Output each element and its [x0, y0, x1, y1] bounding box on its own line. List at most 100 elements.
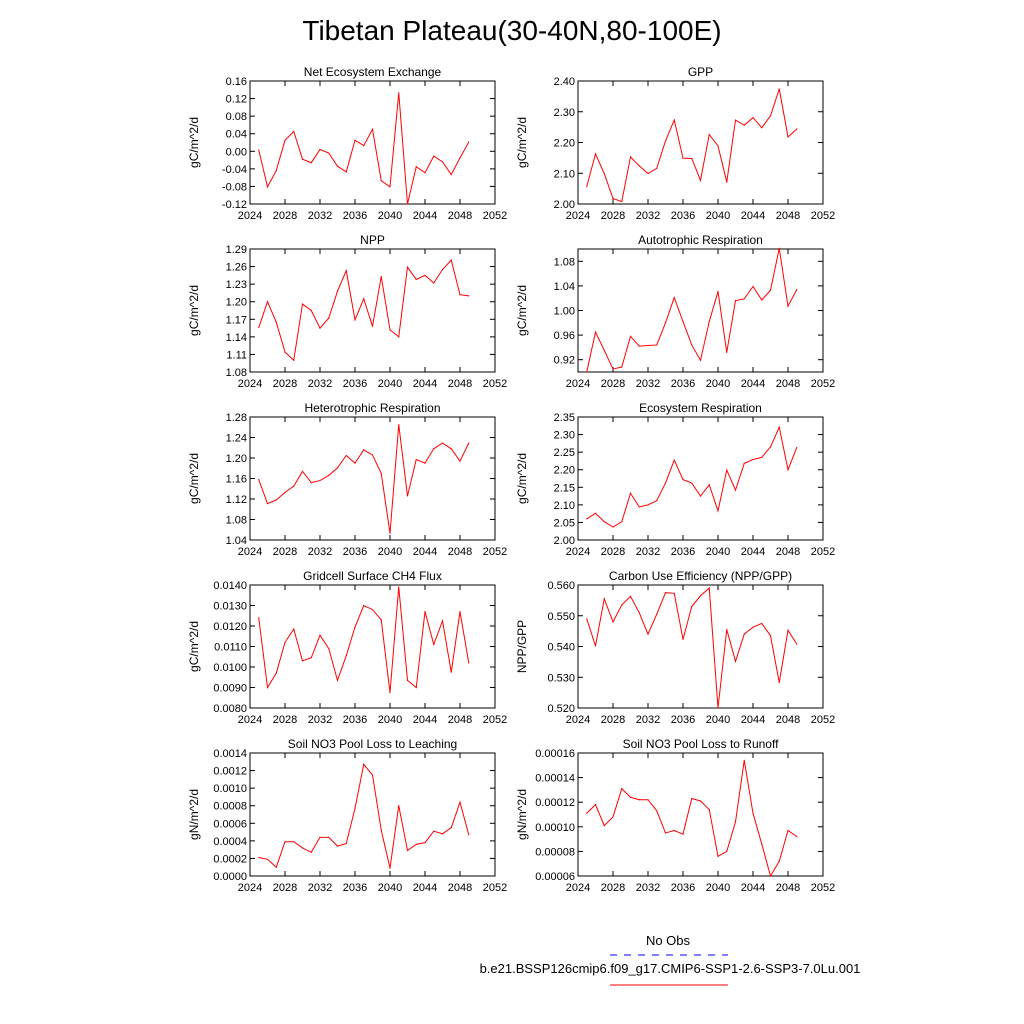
data-point: [398, 424, 400, 426]
data-point: [380, 472, 382, 474]
data-point: [734, 300, 737, 302]
y-tick-label: 2.30: [554, 430, 575, 442]
data-point: [691, 157, 693, 160]
y-tick-label: 0.00008: [535, 846, 575, 858]
plot-frame: [249, 248, 496, 373]
panel-net-ecosystem-exchange: Net Ecosystem Exchange gC/m^2/d 2024 2028 20…: [187, 65, 507, 222]
data-point: [354, 462, 356, 464]
data-point: [682, 320, 684, 323]
data-point: [415, 278, 417, 281]
x-tick-label: 2052: [483, 714, 507, 726]
series-line: [258, 424, 470, 534]
y-tick-label: 2.20: [554, 138, 575, 150]
data-point: [310, 309, 312, 312]
data-point: [769, 635, 772, 637]
data-point: [603, 824, 605, 827]
x-tick-label: 2044: [413, 714, 437, 726]
data-point: [275, 170, 277, 172]
x-tick-label: 2028: [601, 882, 625, 894]
data-point: [603, 172, 605, 175]
panel-title: Heterotrophic Respiration: [304, 401, 440, 415]
data-point: [258, 617, 260, 619]
x-tick-label: 2032: [308, 882, 332, 894]
data-point: [708, 320, 710, 323]
data-point: [708, 133, 710, 136]
data-point: [284, 351, 286, 353]
data-point: [673, 829, 675, 832]
data-point: [647, 344, 649, 347]
data-point: [699, 359, 702, 361]
x-tick-label: 2024: [566, 714, 590, 726]
x-tick-label: 2032: [636, 210, 660, 222]
data-point: [336, 290, 339, 292]
data-point: [406, 266, 409, 268]
data-point: [743, 462, 745, 464]
series-line: [258, 587, 470, 693]
y-tick-label: 2.40: [554, 76, 575, 88]
y-tick-label: 1.00: [554, 306, 575, 318]
data-point: [284, 641, 286, 644]
data-point: [726, 469, 728, 471]
y-tick-label: 0.0014: [213, 748, 247, 760]
data-point: [621, 200, 623, 203]
x-tick-label: 2040: [706, 882, 730, 894]
data-point: [424, 462, 426, 464]
data-point: [638, 345, 640, 347]
data-point: [664, 592, 667, 594]
data-point: [354, 139, 356, 141]
data-point: [612, 368, 614, 370]
x-tick-label: 2032: [636, 714, 660, 726]
data-point: [441, 268, 444, 271]
data-point: [380, 180, 382, 182]
data-point: [336, 679, 339, 681]
x-tick-label: 2044: [413, 546, 437, 558]
data-point: [638, 506, 640, 508]
data-point: [363, 604, 365, 607]
y-tick-label: 0.00016: [535, 748, 575, 760]
data-point: [380, 275, 382, 278]
data-point: [629, 335, 632, 337]
data-point: [258, 149, 260, 151]
data-point: [266, 858, 269, 860]
data-point: [656, 344, 658, 346]
data-point: [682, 638, 684, 641]
y-axis-label: gC/m^2/d: [515, 285, 529, 336]
x-tick-label: 2044: [413, 882, 437, 894]
y-axis-label: gN/m^2/d: [187, 789, 201, 840]
data-point: [612, 197, 614, 200]
data-point: [691, 605, 693, 608]
data-point: [621, 521, 623, 523]
y-tick-label: 0.0004: [213, 836, 247, 848]
legend-obs-label: No Obs: [646, 933, 691, 948]
x-tick-label: 2040: [378, 378, 402, 390]
data-point: [664, 322, 667, 324]
data-point: [433, 448, 435, 450]
data-point: [406, 203, 409, 205]
data-point: [371, 774, 374, 776]
panel-autotrophic-respiration: Autotrophic Respiration gC/m^2/d 2024 2028 2…: [515, 233, 835, 390]
x-tick-label: 2028: [273, 546, 297, 558]
data-point: [441, 161, 444, 163]
data-point: [603, 521, 605, 523]
plot-frame: [249, 416, 496, 541]
panel-npp: NPP gC/m^2/d 2024 2028 2032 2036 2040 2044 2048 2…: [187, 233, 507, 390]
data-point: [726, 351, 728, 353]
y-tick-label: 2.30: [554, 107, 575, 119]
data-point: [389, 329, 391, 331]
y-tick-label: 1.23: [226, 279, 247, 291]
data-point: [796, 446, 798, 449]
data-point: [699, 179, 702, 181]
x-tick-label: 2036: [671, 210, 695, 222]
data-point: [761, 127, 763, 129]
data-point: [389, 867, 391, 869]
data-point: [769, 289, 772, 291]
y-tick-label: 0.16: [226, 76, 247, 88]
data-point: [398, 336, 400, 338]
x-tick-label: 2048: [448, 546, 472, 558]
data-point: [301, 158, 304, 160]
data-point: [778, 247, 780, 249]
data-point: [743, 759, 745, 761]
data-point: [328, 647, 330, 650]
x-tick-label: 2044: [741, 882, 765, 894]
